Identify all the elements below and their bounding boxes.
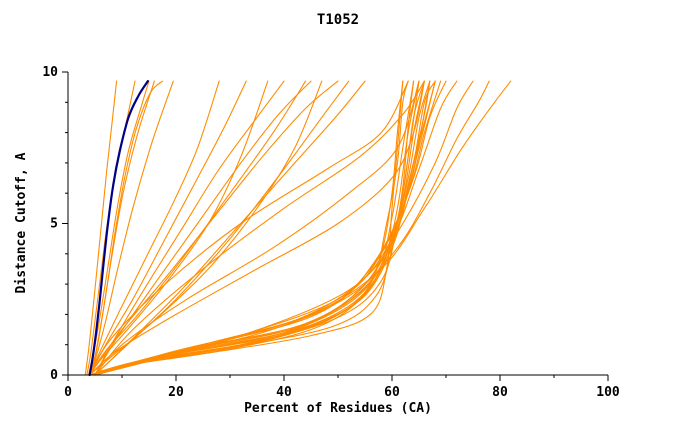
model-31-line: [89, 80, 415, 376]
model-37-line: [89, 80, 425, 376]
model-16-line: [89, 80, 307, 376]
x-tick-label: 80: [492, 385, 508, 400]
x-tick-label: 20: [168, 385, 184, 400]
model-38-line: [94, 80, 420, 376]
ticks-layer: 0 20 40 60 80 100 0 5 10: [42, 65, 620, 400]
x-axis-label: Percent of Residues (CA): [244, 401, 432, 416]
x-tick-label: 0: [64, 385, 72, 400]
model-33-line: [89, 80, 425, 376]
model-40-line: [94, 80, 425, 376]
series-layer: [84, 80, 512, 377]
y-tick-label: 10: [42, 65, 58, 80]
model-30-line: [89, 80, 404, 376]
model-39-line: [89, 80, 409, 376]
model-14-line: [89, 80, 269, 376]
model-27-line: [94, 80, 458, 376]
model-07-line: [89, 80, 220, 376]
model-08-line: [89, 80, 247, 376]
chart-title: T1052: [317, 12, 359, 28]
model-36-line: [94, 80, 436, 376]
x-tick-label: 40: [276, 385, 292, 400]
model-32-line: [94, 80, 420, 376]
reference-line: [88, 80, 149, 377]
x-tick-label: 60: [384, 385, 400, 400]
y-tick-label: 0: [50, 368, 58, 383]
model-13-line: [89, 80, 323, 376]
model-41-line: [89, 80, 490, 376]
model-06-line: [90, 80, 164, 376]
model-11-line: [89, 80, 339, 376]
model-17-line: [89, 80, 404, 376]
model-05-line: [89, 80, 174, 376]
model-15-line: [94, 80, 350, 376]
model-24-line: [89, 80, 436, 376]
y-tick-label: 5: [50, 217, 58, 232]
x-tick-label: 100: [596, 385, 620, 400]
y-axis-label: Distance Cutoff, A: [14, 152, 29, 293]
model-28-line: [89, 80, 474, 376]
model-01-line: [84, 80, 118, 376]
